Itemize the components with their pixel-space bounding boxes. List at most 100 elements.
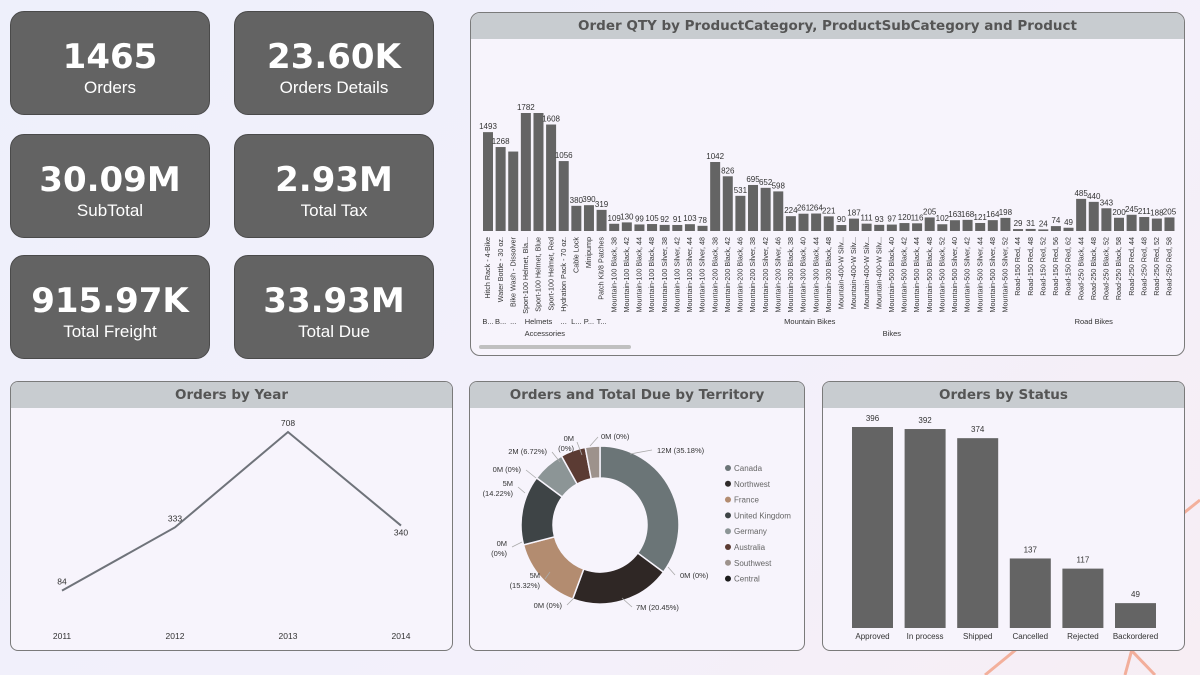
slice-label: 2M (6.72%) bbox=[508, 447, 547, 456]
product-bar[interactable] bbox=[1088, 201, 1099, 231]
product-bar[interactable] bbox=[1050, 226, 1061, 231]
kpi-value: 2.93M bbox=[275, 160, 393, 200]
product-bar[interactable] bbox=[962, 219, 973, 231]
product-bar[interactable] bbox=[722, 176, 733, 231]
product-bar-label: 319 bbox=[595, 200, 609, 209]
product-tick-label: Mountain-200 Black, 46 bbox=[736, 237, 745, 313]
product-bar[interactable] bbox=[785, 216, 796, 231]
product-bar[interactable] bbox=[975, 222, 986, 231]
product-bar[interactable] bbox=[684, 224, 695, 231]
year-value-label: 708 bbox=[281, 418, 295, 428]
legend-item[interactable]: Germany bbox=[734, 527, 767, 536]
kpi-card-total-tax[interactable]: 2.93M Total Tax bbox=[234, 134, 434, 238]
product-bar[interactable] bbox=[1038, 229, 1049, 231]
kpi-card-orders-details[interactable]: 23.60K Orders Details bbox=[234, 11, 434, 115]
kpi-value: 30.09M bbox=[39, 160, 181, 200]
kpi-card-orders[interactable]: 1465 Orders bbox=[10, 11, 210, 115]
product-bar[interactable] bbox=[1151, 218, 1162, 231]
product-bar[interactable] bbox=[520, 113, 531, 231]
product-bar[interactable] bbox=[899, 223, 910, 231]
product-bar[interactable] bbox=[1013, 229, 1024, 231]
product-bar[interactable] bbox=[609, 223, 620, 231]
year-tick-label: 2012 bbox=[166, 631, 185, 641]
product-bar-label: 90 bbox=[837, 215, 846, 224]
product-bar[interactable] bbox=[912, 223, 923, 231]
product-bar[interactable] bbox=[886, 224, 897, 231]
product-bar-label: 440 bbox=[1087, 192, 1101, 201]
product-bar[interactable] bbox=[508, 151, 519, 231]
product-bar[interactable] bbox=[1063, 227, 1074, 231]
legend-item[interactable]: Canada bbox=[734, 464, 763, 473]
product-bar[interactable] bbox=[710, 162, 721, 231]
product-bar[interactable] bbox=[483, 132, 493, 231]
territory-panel[interactable]: 12M (35.18%) 0M (0%) 7M (20.45%) 0M (0%) 5M(… bbox=[469, 381, 805, 651]
slice-label: 0M bbox=[564, 434, 574, 443]
product-bar[interactable] bbox=[949, 220, 960, 231]
product-bar[interactable] bbox=[760, 187, 771, 231]
kpi-card-subtotal[interactable]: 30.09M SubTotal bbox=[10, 134, 210, 238]
status-bar[interactable] bbox=[904, 429, 946, 628]
product-qty-chart[interactable]: 1493 Hitch Rack - 4-Bike 1268 Water Bottle … bbox=[471, 13, 1185, 356]
product-bar[interactable] bbox=[546, 124, 557, 231]
territory-slice[interactable] bbox=[584, 445, 601, 480]
product-qty-panel[interactable]: 1493 Hitch Rack - 4-Bike 1268 Water Bottle … bbox=[470, 12, 1185, 356]
product-bar[interactable] bbox=[1076, 198, 1087, 231]
legend-item[interactable]: Northwest bbox=[734, 480, 771, 489]
product-bar[interactable] bbox=[558, 161, 569, 231]
product-bar[interactable] bbox=[937, 224, 948, 231]
product-bar[interactable] bbox=[798, 213, 809, 231]
year-tick-label: 2013 bbox=[279, 631, 298, 641]
product-bar[interactable] bbox=[848, 218, 859, 231]
status-bar[interactable] bbox=[1115, 603, 1156, 628]
status-bar[interactable] bbox=[1009, 558, 1051, 628]
product-bar[interactable] bbox=[647, 224, 658, 231]
product-bar[interactable] bbox=[697, 225, 708, 231]
product-bar[interactable] bbox=[735, 195, 746, 231]
product-bar[interactable] bbox=[836, 225, 847, 231]
product-bar[interactable] bbox=[987, 220, 998, 231]
legend-item[interactable]: Central bbox=[734, 575, 760, 584]
slice-label: 0M (0%) bbox=[601, 432, 630, 441]
status-bar[interactable] bbox=[957, 438, 999, 628]
territory-slice[interactable] bbox=[599, 445, 680, 574]
product-bar[interactable] bbox=[634, 224, 645, 231]
product-bar[interactable] bbox=[583, 205, 594, 231]
product-bar[interactable] bbox=[748, 184, 759, 231]
product-bar[interactable] bbox=[924, 217, 935, 231]
legend-item[interactable]: France bbox=[734, 496, 759, 505]
product-bar[interactable] bbox=[1114, 217, 1124, 231]
product-bar[interactable] bbox=[571, 205, 582, 231]
legend-item[interactable]: United Kingdom bbox=[734, 511, 791, 520]
product-bar[interactable] bbox=[1164, 217, 1175, 231]
product-bar[interactable] bbox=[596, 209, 607, 231]
kpi-card-total-freight[interactable]: 915.97K Total Freight bbox=[10, 255, 210, 359]
orders-by-year-chart[interactable]: 84 2011 333 2012 708 2013 340 2014 bbox=[11, 382, 453, 651]
product-bar[interactable] bbox=[861, 223, 872, 231]
product-bar[interactable] bbox=[533, 113, 544, 231]
product-bar[interactable] bbox=[1139, 217, 1150, 231]
product-bar[interactable] bbox=[1126, 214, 1137, 231]
product-bar[interactable] bbox=[659, 224, 670, 231]
product-bar[interactable] bbox=[823, 216, 834, 231]
product-bar[interactable] bbox=[811, 213, 822, 231]
kpi-card-total-due[interactable]: 33.93M Total Due bbox=[234, 255, 434, 359]
orders-by-year-panel[interactable]: 84 2011 333 2012 708 2013 340 2014 Orders by Ye… bbox=[10, 381, 453, 651]
orders-line[interactable] bbox=[61, 430, 402, 592]
product-bar[interactable] bbox=[672, 224, 683, 231]
leader-line bbox=[589, 436, 599, 447]
horizontal-scrollbar[interactable] bbox=[479, 345, 631, 349]
product-bar[interactable] bbox=[874, 224, 885, 231]
legend-item[interactable]: Southwest bbox=[734, 559, 772, 568]
product-bar[interactable] bbox=[773, 191, 784, 231]
product-bar[interactable] bbox=[495, 147, 506, 231]
status-bar[interactable] bbox=[1062, 568, 1104, 628]
product-bar[interactable] bbox=[1025, 228, 1036, 231]
product-bar[interactable] bbox=[621, 222, 632, 231]
status-bar[interactable] bbox=[852, 427, 893, 628]
territory-donut-chart[interactable]: 12M (35.18%)0M (0%)7M (20.45%)0M (0%)5M(… bbox=[470, 382, 805, 651]
product-bar[interactable] bbox=[1101, 208, 1112, 231]
product-bar[interactable] bbox=[1000, 217, 1011, 231]
orders-by-status-chart[interactable]: 396 Approved 392 In process 374 Shipped 137 Can… bbox=[823, 382, 1185, 651]
orders-by-status-panel[interactable]: 396 Approved 392 In process 374 Shipped 137 Can… bbox=[822, 381, 1185, 651]
legend-item[interactable]: Australia bbox=[734, 543, 766, 552]
